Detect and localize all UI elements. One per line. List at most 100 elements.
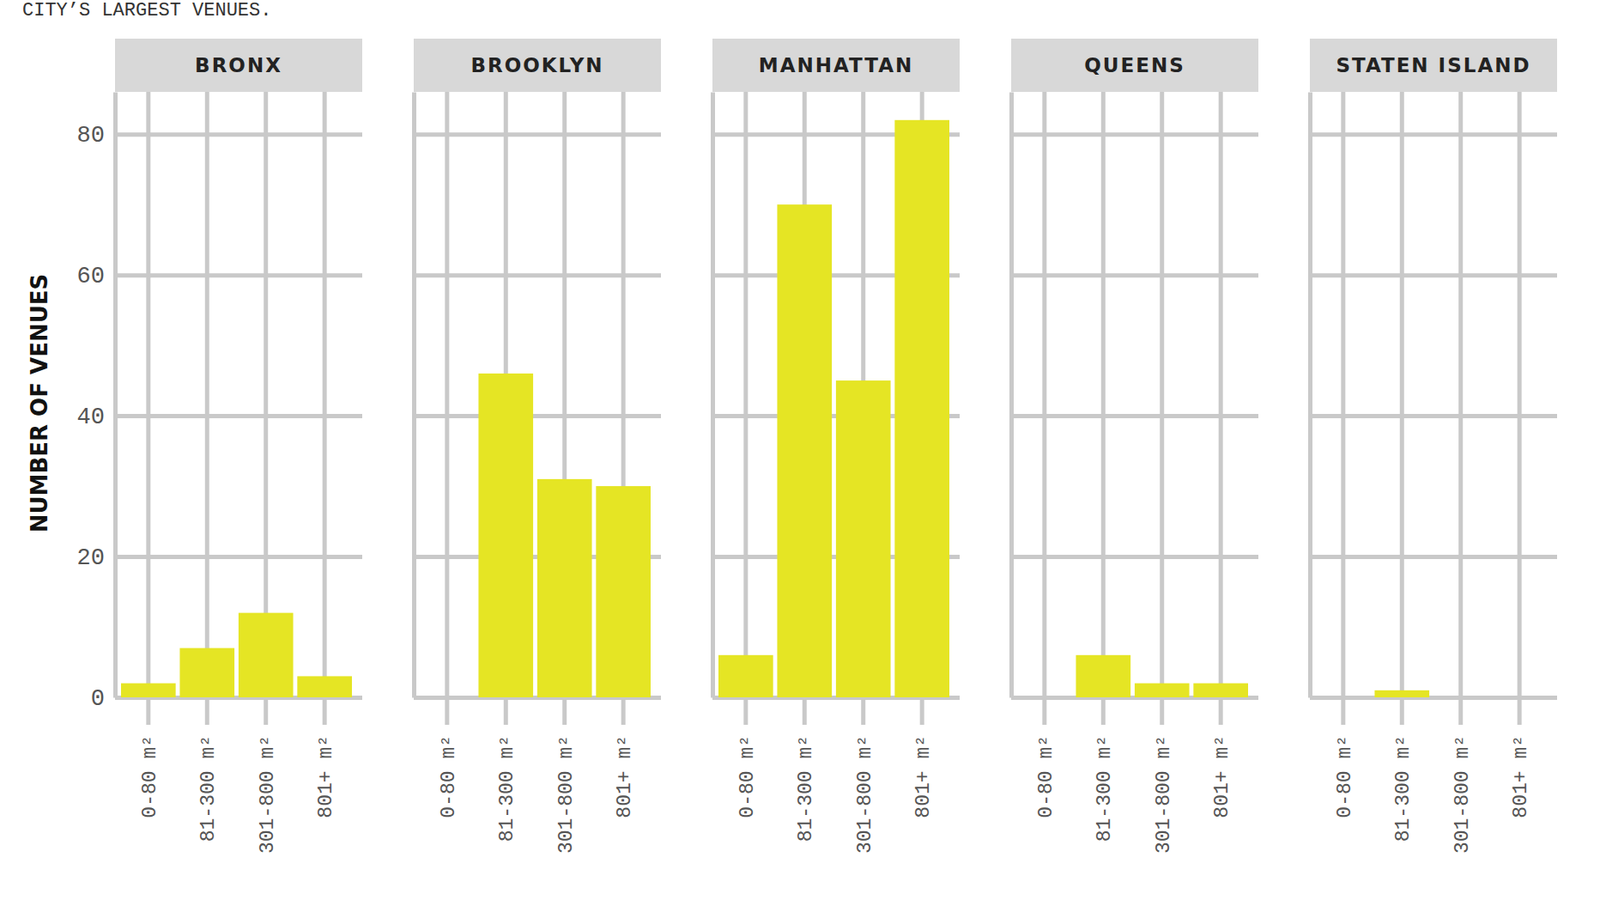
y-grid-line — [115, 554, 363, 559]
x-grid — [1343, 91, 1520, 725]
bar — [1374, 690, 1430, 697]
y-axis-title: NUMBER OF VENUES — [26, 273, 53, 534]
x-tick-label: 81-300 m² — [496, 734, 519, 842]
x-tick: 801+ m² — [1211, 734, 1234, 819]
y-tick — [1011, 415, 1259, 417]
facet-title: QUEENS — [1084, 54, 1185, 77]
x-grid-line — [145, 91, 151, 725]
x-tick: 81-300 m² — [794, 734, 818, 842]
facet-title: STATEN ISLAND — [1335, 54, 1531, 77]
bar — [537, 478, 593, 697]
bar — [1491, 696, 1547, 698]
bar — [419, 696, 475, 698]
bars — [121, 612, 352, 697]
y-tick — [1011, 696, 1259, 698]
x-tick: 81-300 m² — [1392, 734, 1415, 842]
y-grid-line — [1011, 413, 1259, 419]
x-grid-line — [1400, 91, 1405, 725]
y-grid-line — [413, 272, 661, 278]
y-tick — [1309, 556, 1558, 558]
y-tick-label: 20 — [77, 545, 105, 571]
y-tick — [1309, 696, 1558, 698]
x-tick: 81-300 m² — [1093, 734, 1116, 842]
x-tick-label: 0-80 m² — [437, 734, 461, 819]
x-tick: 81-300 m² — [197, 734, 220, 842]
x-tick: 0-80 m² — [139, 734, 162, 819]
y-grid-line — [1309, 413, 1558, 419]
bar — [296, 675, 352, 697]
facet-header — [413, 38, 661, 92]
y-tick — [712, 696, 960, 698]
x-grid-line — [444, 91, 449, 725]
x-grid — [1044, 91, 1221, 725]
facet-title: MANHATTAN — [758, 54, 914, 77]
x-tick: 801+ m² — [613, 734, 637, 819]
bar — [1315, 696, 1371, 698]
x-tick: 0-80 m² — [736, 734, 759, 819]
bar — [1017, 696, 1073, 698]
bar — [1075, 654, 1131, 697]
x-tick-label: 0-80 m² — [139, 734, 162, 819]
bars — [1075, 654, 1249, 697]
facet-header — [115, 38, 363, 92]
x-tick: 801+ m² — [1509, 734, 1533, 819]
y-tick — [1309, 274, 1558, 276]
x-tick: 801+ m² — [315, 734, 338, 819]
x-tick-label: 801+ m² — [1509, 734, 1533, 819]
y-grid-line — [115, 413, 363, 419]
y-grid-line — [1011, 132, 1259, 137]
x-tick: 0-80 m² — [1333, 734, 1357, 819]
x-tick-label: 81-300 m² — [1392, 734, 1415, 842]
y-axis: 020406080 — [77, 92, 363, 713]
y-tick — [1011, 133, 1259, 135]
y-tick-label: 60 — [77, 263, 105, 290]
y-tick — [1309, 415, 1558, 417]
y-grid-line — [1011, 272, 1259, 278]
y-tick — [1011, 274, 1259, 276]
bars — [478, 373, 651, 697]
y-tick-label: 80 — [77, 122, 105, 149]
bar — [238, 612, 294, 697]
x-grid-line — [1218, 91, 1224, 725]
x-tick-label: 801+ m² — [912, 734, 935, 819]
y-grid-line — [1309, 132, 1558, 137]
x-tick-label: 301-800 m² — [256, 734, 279, 854]
panel: BROOKLYN0-80 m²81-300 m²301-800 m²801+ m… — [413, 38, 661, 854]
bar — [478, 373, 534, 697]
x-tick-label: 0-80 m² — [1035, 734, 1058, 819]
facet-title: BRONX — [194, 54, 283, 77]
x-tick: 301-800 m² — [854, 734, 877, 854]
y-grid-line — [413, 132, 661, 137]
x-tick-label: 801+ m² — [1211, 734, 1234, 819]
y-tick — [413, 696, 661, 698]
bar — [1193, 683, 1249, 697]
bar — [1134, 683, 1190, 697]
x-tick-label: 81-300 m² — [1093, 734, 1116, 842]
y-tick — [413, 133, 661, 135]
x-tick-label: 81-300 m² — [197, 734, 220, 842]
x-tick: 301-800 m² — [1451, 734, 1474, 854]
y-axis-line — [412, 92, 417, 698]
x-tick-label: 801+ m² — [613, 734, 637, 819]
x-tick-label: 0-80 m² — [736, 734, 759, 819]
chart-root: CITY’S LARGEST VENUES.BRONX0204060800-80… — [0, 0, 1600, 900]
x-tick-label: 801+ m² — [315, 734, 338, 819]
bar — [1433, 696, 1489, 698]
y-tick — [413, 415, 661, 417]
x-tick: 0-80 m² — [1035, 734, 1058, 819]
y-tick — [413, 274, 661, 276]
x-axis: 0-80 m²81-300 m²301-800 m²801+ m² — [437, 734, 637, 854]
y-grid-line — [1309, 272, 1558, 278]
x-tick-label: 81-300 m² — [794, 734, 818, 842]
x-tick-label: 301-800 m² — [854, 734, 877, 854]
y-axis-line — [1308, 92, 1313, 698]
facet-header — [1011, 38, 1259, 92]
y-tick — [1011, 556, 1259, 558]
y-tick: 60 — [77, 263, 363, 290]
y-grid-line — [1309, 695, 1558, 700]
y-axis-line — [113, 92, 118, 698]
x-grid-line — [1340, 91, 1346, 725]
bars — [1374, 690, 1430, 697]
y-grid-line — [115, 132, 363, 137]
x-grid-line — [322, 91, 328, 725]
